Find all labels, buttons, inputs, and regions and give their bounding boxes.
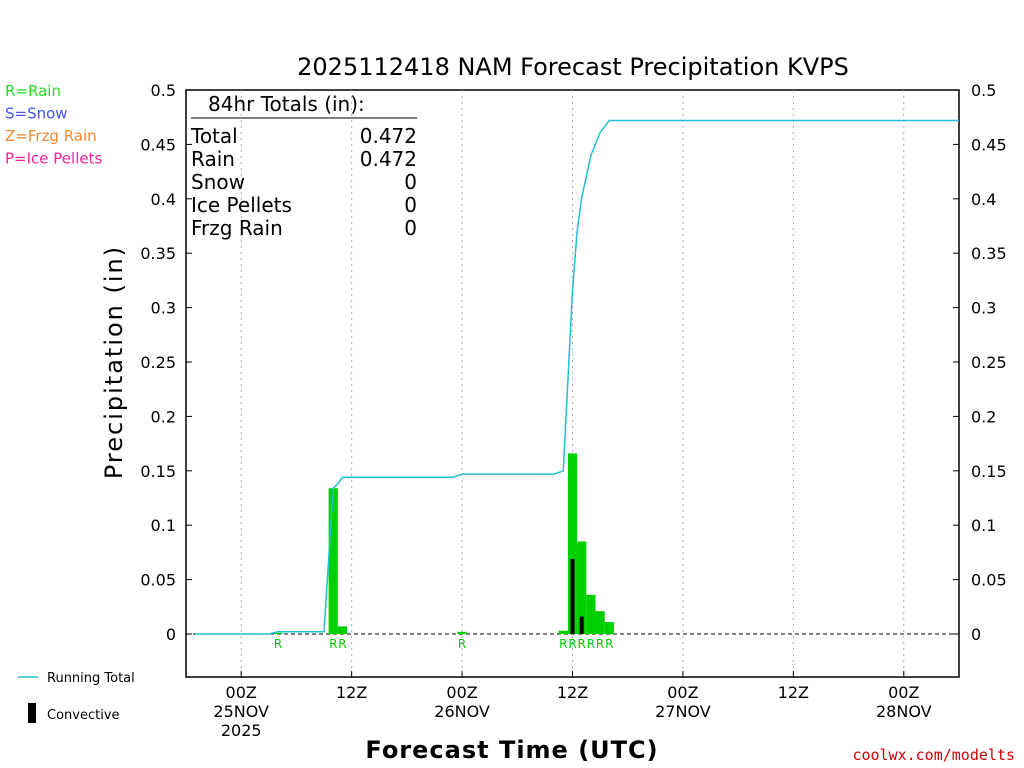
convective-key-label: Convective <box>47 708 120 723</box>
x-tick-label: 25NOV <box>213 702 269 721</box>
totals-value: 0.472 <box>360 147 417 171</box>
y-tick-label: 0.1 <box>971 516 996 535</box>
rain-bar <box>457 631 467 634</box>
y-tick-label: 0.45 <box>140 135 176 154</box>
rain-bar <box>577 541 587 634</box>
ptype-mark: R <box>596 637 604 651</box>
y-axis-label: Precipitation (in) <box>100 245 128 479</box>
chart-title: 2025112418 NAM Forecast Precipitation KV… <box>297 53 849 81</box>
ptype-legend-item: P=Ice Pellets <box>5 150 102 168</box>
totals-header: 84hr Totals (in): <box>208 92 365 116</box>
ptype-mark: R <box>578 637 586 651</box>
totals-value: 0.472 <box>360 124 417 148</box>
y-tick-label: 0.4 <box>151 190 176 209</box>
y-tick-label: 0.5 <box>971 81 996 100</box>
x-tick-label: 2025 <box>221 721 262 740</box>
y-tick-label: 0.05 <box>971 571 1007 590</box>
totals-label: Frzg Rain <box>191 216 283 240</box>
x-axis-label: Forecast Time (UTC) <box>365 736 658 764</box>
ptype-mark: R <box>587 637 595 651</box>
y-tick-label: 0.4 <box>971 190 996 209</box>
y-tick-label: 0.35 <box>140 244 176 263</box>
credit-text: coolwx.com/modelts <box>852 746 1015 764</box>
y-tick-label: 0.5 <box>151 81 176 100</box>
ptype-mark: R <box>458 637 466 651</box>
y-tick-label: 0.15 <box>971 462 1007 481</box>
convective-bar <box>570 558 575 634</box>
x-tick-label: 28NOV <box>876 702 932 721</box>
y-tick-label: 0.3 <box>971 299 996 318</box>
x-tick-label: 27NOV <box>655 702 711 721</box>
ptype-mark: R <box>338 637 346 651</box>
y-axis-right: 0 0.05 0.1 0.15 0.2 0.25 0.3 0.35 0.4 0.45 0.5 <box>953 81 1007 644</box>
rain-bar <box>273 632 283 634</box>
ptype-mark: R <box>329 637 337 651</box>
y-tick-label: 0.2 <box>151 407 176 426</box>
ptype-legend-item: R=Rain <box>5 82 61 100</box>
y-tick-label: 0.05 <box>140 571 176 590</box>
ptype-mark: R <box>559 637 567 651</box>
bars <box>273 453 614 634</box>
y-tick-label: 0 <box>166 625 176 644</box>
gridlines <box>240 90 905 677</box>
ptype-legend: R=Rain S=Snow Z=Frzg Rain P=Ice Pellets <box>5 82 102 168</box>
convective-bar <box>579 616 584 634</box>
totals-value: 0 <box>404 170 417 194</box>
ptype-mark: R <box>274 637 282 651</box>
y-tick-label: 0.1 <box>151 516 176 535</box>
totals-value: 0 <box>404 216 417 240</box>
rain-bar <box>328 488 338 634</box>
x-tick-label: 26NOV <box>434 702 490 721</box>
rain-bar <box>337 626 348 634</box>
ptype-mark: R <box>605 637 613 651</box>
y-tick-label: 0.35 <box>971 244 1007 263</box>
bottom-legend: Running Total Convective <box>18 671 135 723</box>
rain-bar <box>567 453 578 634</box>
y-tick-label: 0.25 <box>140 353 176 372</box>
x-tick-label: 12Z <box>557 683 588 702</box>
totals-box: 84hr Totals (in): Total 0.472 Rain 0.472 Sno… <box>190 92 417 240</box>
totals-label: Total <box>190 124 238 148</box>
x-tick-label: 00Z <box>667 683 698 702</box>
ptype-mark: R <box>568 637 576 651</box>
totals-label: Snow <box>191 170 245 194</box>
convective-bars <box>570 558 584 634</box>
y-tick-label: 0.45 <box>971 135 1007 154</box>
x-tick-label: 12Z <box>336 683 367 702</box>
running-total-line <box>195 119 959 635</box>
rain-bar <box>586 594 596 634</box>
ptype-legend-item: S=Snow <box>5 105 68 123</box>
y-tick-label: 0.3 <box>151 299 176 318</box>
y-tick-label: 0 <box>971 625 981 644</box>
convective-key-swatch <box>28 703 36 723</box>
y-axis-left: 0 0.05 0.1 0.15 0.2 0.25 0.3 0.35 0.4 0.45 0.5 <box>140 81 192 644</box>
x-tick-label: 12Z <box>778 683 809 702</box>
x-tick-label: 00Z <box>226 683 257 702</box>
rain-bar <box>558 630 568 634</box>
y-tick-label: 0.2 <box>971 407 996 426</box>
y-tick-label: 0.25 <box>971 353 1007 372</box>
totals-value: 0 <box>404 193 417 217</box>
ptype-legend-item: Z=Frzg Rain <box>5 127 97 145</box>
x-tick-label: 00Z <box>888 683 919 702</box>
totals-label: Rain <box>191 147 235 171</box>
y-tick-label: 0.15 <box>140 462 176 481</box>
totals-label: Ice Pellets <box>191 193 292 217</box>
rain-bar <box>604 622 614 634</box>
running-total-key-label: Running Total <box>47 671 135 686</box>
rain-bar <box>595 611 605 634</box>
x-tick-label: 00Z <box>446 683 477 702</box>
